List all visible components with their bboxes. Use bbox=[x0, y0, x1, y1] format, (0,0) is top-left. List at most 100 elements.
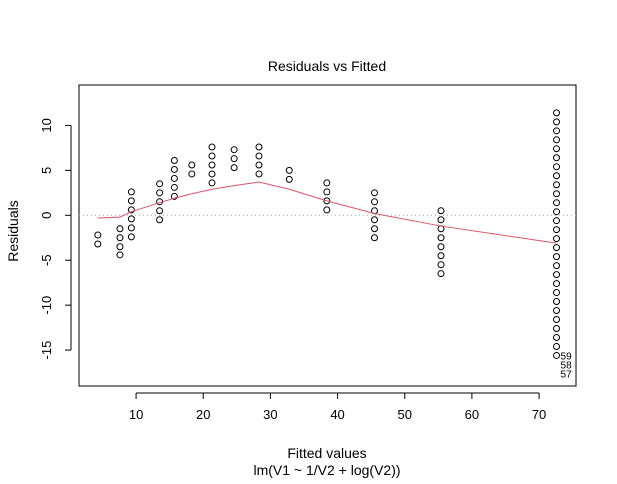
data-point bbox=[127, 215, 135, 223]
data-point bbox=[156, 180, 164, 188]
data-point bbox=[553, 163, 561, 171]
data-point bbox=[437, 234, 445, 242]
data-point bbox=[553, 235, 561, 243]
data-point bbox=[127, 188, 135, 196]
data-point bbox=[553, 333, 561, 341]
data-point bbox=[371, 225, 379, 233]
data-point bbox=[170, 156, 178, 164]
data-point bbox=[116, 225, 124, 233]
data-point bbox=[208, 152, 216, 160]
data-point bbox=[116, 251, 124, 259]
chart-title: Residuals vs Fitted bbox=[268, 58, 386, 74]
data-point bbox=[156, 189, 164, 197]
data-point bbox=[437, 252, 445, 260]
data-point bbox=[553, 109, 561, 117]
data-point bbox=[323, 188, 331, 196]
data-point bbox=[371, 234, 379, 242]
point-label: 57 bbox=[561, 369, 573, 380]
x-tick-label: 40 bbox=[330, 407, 344, 422]
data-point bbox=[553, 190, 561, 198]
data-point bbox=[553, 307, 561, 315]
data-point bbox=[230, 155, 238, 163]
data-point bbox=[208, 161, 216, 169]
data-point bbox=[285, 175, 293, 183]
data-point bbox=[553, 199, 561, 207]
y-tick-label: -5 bbox=[39, 254, 54, 266]
data-point bbox=[553, 226, 561, 234]
data-point bbox=[116, 243, 124, 251]
data-point bbox=[230, 164, 238, 172]
plot-frame bbox=[78, 84, 577, 387]
data-point bbox=[553, 244, 561, 252]
data-point bbox=[188, 170, 196, 178]
data-point bbox=[553, 316, 561, 324]
y-axis: -15 -10 -5 0 5 10 bbox=[39, 118, 72, 360]
data-point bbox=[437, 207, 445, 215]
data-point bbox=[127, 233, 135, 241]
data-point bbox=[553, 280, 561, 288]
smoother-line bbox=[97, 181, 557, 244]
data-point bbox=[553, 127, 561, 135]
x-tick-label: 60 bbox=[465, 407, 479, 422]
x-tick-label: 50 bbox=[398, 407, 412, 422]
y-tick-label: 0 bbox=[39, 212, 54, 219]
x-tick-label: 20 bbox=[196, 407, 210, 422]
y-tick-label: -15 bbox=[39, 341, 54, 360]
data-point bbox=[116, 234, 124, 242]
data-point bbox=[323, 197, 331, 205]
data-point bbox=[156, 207, 164, 215]
data-point bbox=[553, 253, 561, 261]
data-point bbox=[553, 298, 561, 306]
data-point bbox=[255, 161, 263, 169]
data-point bbox=[230, 146, 238, 154]
data-point bbox=[553, 154, 561, 162]
data-point bbox=[127, 197, 135, 205]
data-point bbox=[170, 174, 178, 182]
data-point bbox=[371, 189, 379, 197]
data-point bbox=[553, 118, 561, 126]
data-point bbox=[208, 170, 216, 178]
data-point bbox=[553, 324, 561, 332]
data-point bbox=[170, 165, 178, 173]
data-point bbox=[127, 206, 135, 214]
data-point bbox=[285, 166, 293, 174]
data-point bbox=[553, 208, 561, 216]
data-point bbox=[94, 240, 102, 248]
x-tick-label: 30 bbox=[263, 407, 277, 422]
x-axis-title: Fitted values bbox=[287, 445, 366, 461]
data-point bbox=[437, 243, 445, 251]
data-point bbox=[553, 351, 561, 359]
data-point bbox=[127, 224, 135, 232]
data-point bbox=[553, 136, 561, 144]
data-point bbox=[437, 216, 445, 224]
data-point bbox=[188, 161, 196, 169]
data-point bbox=[208, 179, 216, 187]
y-tick-label: 10 bbox=[39, 118, 54, 132]
data-point bbox=[553, 342, 561, 350]
data-point bbox=[553, 262, 561, 270]
data-point bbox=[170, 183, 178, 191]
x-axis: 10 20 30 40 50 60 70 bbox=[129, 392, 546, 422]
data-point bbox=[170, 192, 178, 200]
data-point bbox=[208, 143, 216, 151]
y-tick-label: 5 bbox=[39, 167, 54, 174]
point-label: 59 bbox=[561, 351, 573, 362]
data-point bbox=[323, 179, 331, 187]
data-point bbox=[553, 145, 561, 153]
data-point bbox=[553, 289, 561, 297]
point-label: 58 bbox=[561, 360, 573, 371]
x-tick-label: 10 bbox=[129, 407, 143, 422]
x-axis-subtitle: lm(V1 ~ 1/V2 + log(V2)) bbox=[253, 462, 400, 478]
data-point bbox=[371, 216, 379, 224]
data-point bbox=[156, 216, 164, 224]
data-point bbox=[94, 231, 102, 239]
data-point bbox=[371, 198, 379, 206]
x-tick-label: 70 bbox=[532, 407, 546, 422]
data-point bbox=[553, 217, 561, 225]
data-point bbox=[553, 181, 561, 189]
residual-points bbox=[94, 109, 561, 359]
data-point bbox=[437, 270, 445, 278]
data-point bbox=[255, 143, 263, 151]
